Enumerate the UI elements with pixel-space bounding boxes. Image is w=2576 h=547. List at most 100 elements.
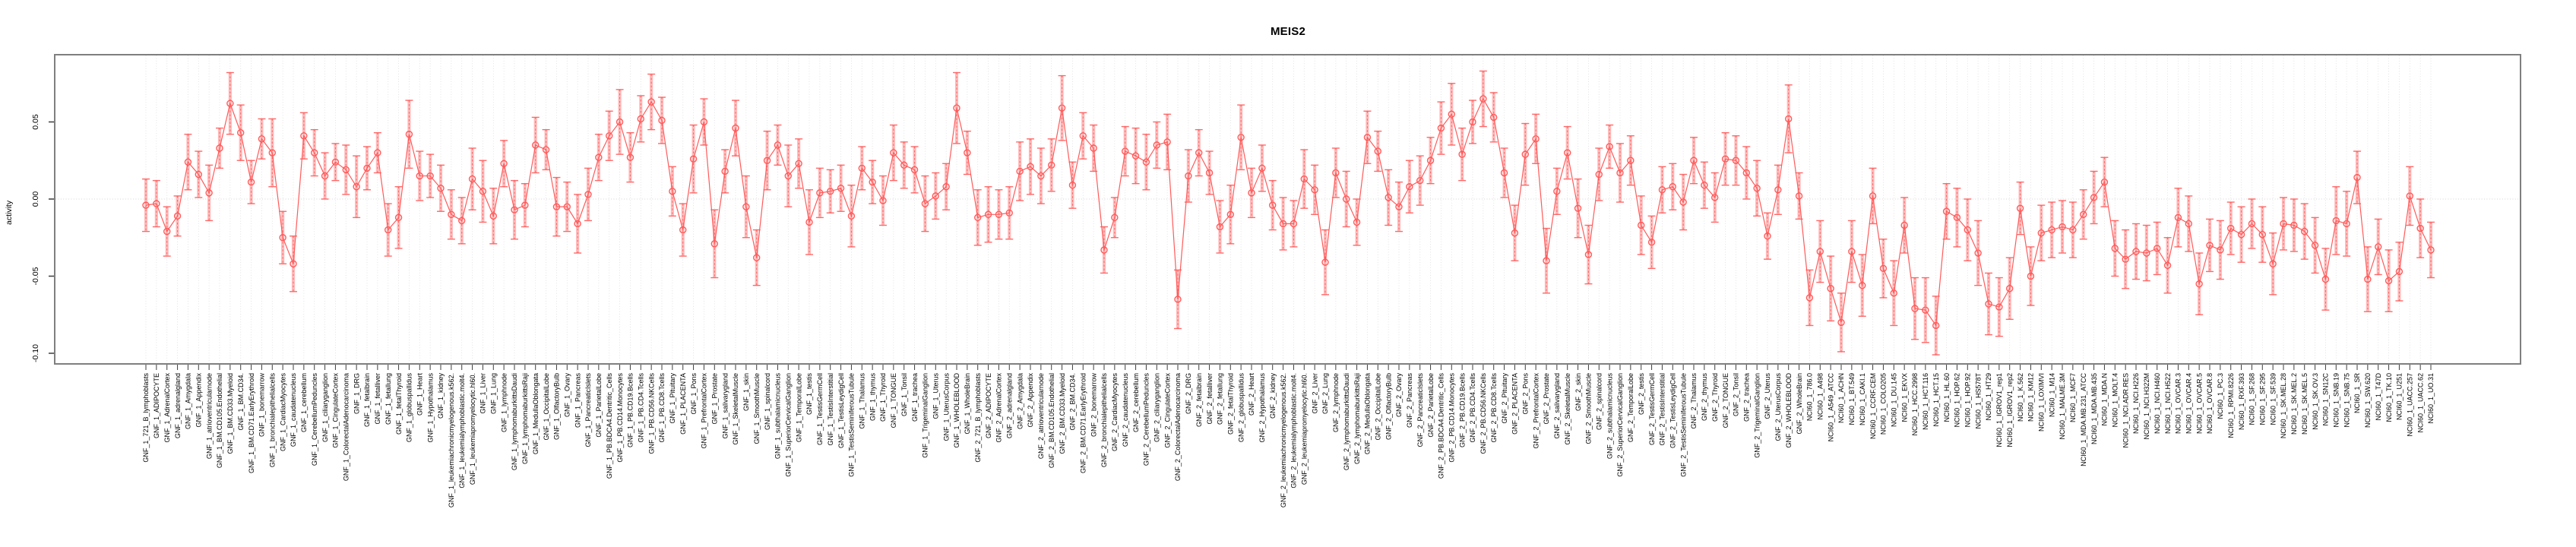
- data-point: [521, 201, 529, 209]
- data-point: [742, 203, 750, 210]
- x-tick-label: GNF_2_skin: [1574, 373, 1582, 411]
- x-tick-label: GNF_2_TestisGermCell: [1648, 373, 1656, 445]
- data-point: [1406, 183, 1413, 191]
- data-point: [1584, 251, 1593, 258]
- data-point: [2375, 243, 2382, 251]
- x-tick-label: GNF_2_Pancreas: [1406, 373, 1413, 428]
- data-point: [879, 197, 887, 204]
- data-point: [2027, 272, 2035, 280]
- x-tick-label: GNF_1_PB.CD14.Monocytes: [616, 373, 624, 463]
- data-point: [1343, 195, 1350, 203]
- data-point: [1311, 186, 1318, 194]
- data-point: [1511, 229, 1519, 237]
- data-point: [394, 213, 403, 222]
- x-tick-label: GNF_1_Pancreas: [574, 373, 581, 428]
- data-point: [2174, 213, 2182, 222]
- x-tick-label: GNF_1_Uterus: [932, 373, 939, 419]
- x-tick-label: NCI60_1_BT.549: [1848, 373, 1856, 425]
- x-tick-label: GNF_1_bonemarrow: [258, 373, 266, 438]
- data-point: [552, 203, 561, 210]
- data-point: [1816, 248, 1824, 255]
- x-tick-label: GNF_1_subthalamicnucleus: [774, 373, 782, 460]
- x-tick-label: GNF_2_OlfactoryBulb: [1385, 373, 1392, 440]
- x-tick-label: GNF_1_PB.CD56.NKCells: [647, 373, 655, 454]
- x-axis: GNF_1_721_B_lymphoblasts GNF_1_ADIPOCYTE G…: [142, 364, 2435, 507]
- x-tick-label: GNF_2_kidney: [1269, 373, 1277, 419]
- x-tick-label: GNF_2_Hypothalamus: [1258, 373, 1266, 443]
- data-point: [1290, 220, 1298, 228]
- x-tick-label: NCI60_1_HL.60: [1943, 373, 1951, 422]
- x-tick-label: NCI60_1_SN12C: [2322, 373, 2330, 426]
- data-point: [1153, 141, 1160, 149]
- data-point: [1321, 258, 1329, 266]
- data-point: [363, 164, 371, 172]
- data-point: [279, 234, 286, 242]
- data-point: [2269, 260, 2277, 267]
- data-point: [1595, 170, 1603, 179]
- data-point: [1827, 285, 1834, 292]
- data-point: [2364, 275, 2372, 283]
- data-point: [1701, 182, 1708, 189]
- data-point: [1363, 134, 1372, 141]
- data-point: [784, 172, 792, 180]
- x-tick-label: NCI60_1_MALME.3M: [2059, 373, 2066, 440]
- data-point: [205, 189, 213, 197]
- data-point: [669, 188, 676, 195]
- data-point: [1658, 186, 1666, 194]
- x-tick-label: NCI60_1_SNB.75: [2343, 373, 2350, 428]
- x-tick-label: GNF_2_Tonsil: [1733, 373, 1740, 416]
- data-point: [385, 226, 392, 234]
- data-point: [606, 132, 613, 140]
- data-point: [1437, 124, 1445, 132]
- x-tick-label: GNF_2_leukemiapromyelocytic.hl60.: [1300, 373, 1308, 485]
- x-tick-label: NCI60_1_SK.OV.3: [2312, 373, 2319, 430]
- x-tick-label: GNF_1_Pons: [690, 373, 698, 415]
- data-point: [1005, 209, 1013, 217]
- x-tick-label: GNF_2_Heart: [1248, 373, 1255, 416]
- x-tick-label: NCI60_1_OVCAR.4: [2185, 373, 2192, 434]
- data-point: [1248, 189, 1255, 197]
- data-point: [2321, 275, 2330, 283]
- data-point: [995, 210, 1003, 218]
- x-tick-label: GNF_2_leukemiachronicmyelogenous.k562.: [1280, 373, 1287, 507]
- data-point: [574, 220, 581, 228]
- data-point: [2122, 255, 2129, 263]
- x-tick-label: GNF_2_SkeletalMuscle: [1564, 373, 1571, 445]
- x-tick-label: GNF_2_atrioventricularnode: [1037, 373, 1045, 459]
- x-tick-label: GNF_1_CardiacMyocytes: [279, 373, 286, 452]
- x-tick-label: GNF_1_BM.CD105.Endothelial: [216, 373, 223, 468]
- data-point: [1037, 172, 1045, 180]
- x-tick-label: GNF_1_Lung: [489, 373, 497, 414]
- x-tick-label: GNF_2_UterusCorpus: [1774, 373, 1782, 441]
- data-point: [458, 217, 466, 225]
- x-tick-label: GNF_1_TestisSeminiferousTubule: [848, 373, 856, 477]
- x-tick-label: NCI60_1_SF.295: [2258, 373, 2266, 425]
- data-point: [910, 166, 919, 174]
- x-tick-label: GNF_1_TestisLeydigCell: [837, 373, 845, 448]
- data-point: [1606, 143, 1613, 150]
- data-point: [1774, 186, 1782, 194]
- data-point: [974, 213, 982, 222]
- data-point: [2006, 285, 2014, 292]
- data-point: [1385, 194, 1392, 201]
- x-tick-label: GNF_2_fetalThyroid: [1226, 373, 1234, 435]
- x-tick-label: GNF_2_BM.CD105.Endothelial: [1048, 373, 1055, 468]
- data-point: [2037, 229, 2045, 237]
- x-tick-label: GNF_2_Appendix: [1027, 373, 1034, 428]
- x-tick-label: NCI60_1_LOXIMVI: [2037, 373, 2045, 432]
- x-tick-label: GNF_1_caudatenucleus: [290, 373, 297, 447]
- data-point: [900, 161, 908, 169]
- data-point: [1932, 321, 1940, 330]
- data-point: [1521, 150, 1529, 158]
- data-point: [2258, 230, 2266, 239]
- data-point: [195, 170, 202, 179]
- x-tick-label: NCI60_1_M14: [2048, 373, 2055, 417]
- data-point: [563, 203, 571, 210]
- x-tick-label: NCI60_1_MDA.N: [2101, 373, 2109, 426]
- x-tick-label: GNF_1_leukemiapromyelocytic.hl60.: [469, 373, 476, 485]
- x-tick-label: GNF_2_Amygdala: [1016, 373, 1024, 429]
- x-tick-label: GNF_1_PB.CD4.Tcells: [637, 373, 644, 443]
- data-point: [1395, 203, 1403, 210]
- data-point: [753, 254, 761, 261]
- x-tick-label: GNF_1_PLACENTA: [679, 373, 687, 435]
